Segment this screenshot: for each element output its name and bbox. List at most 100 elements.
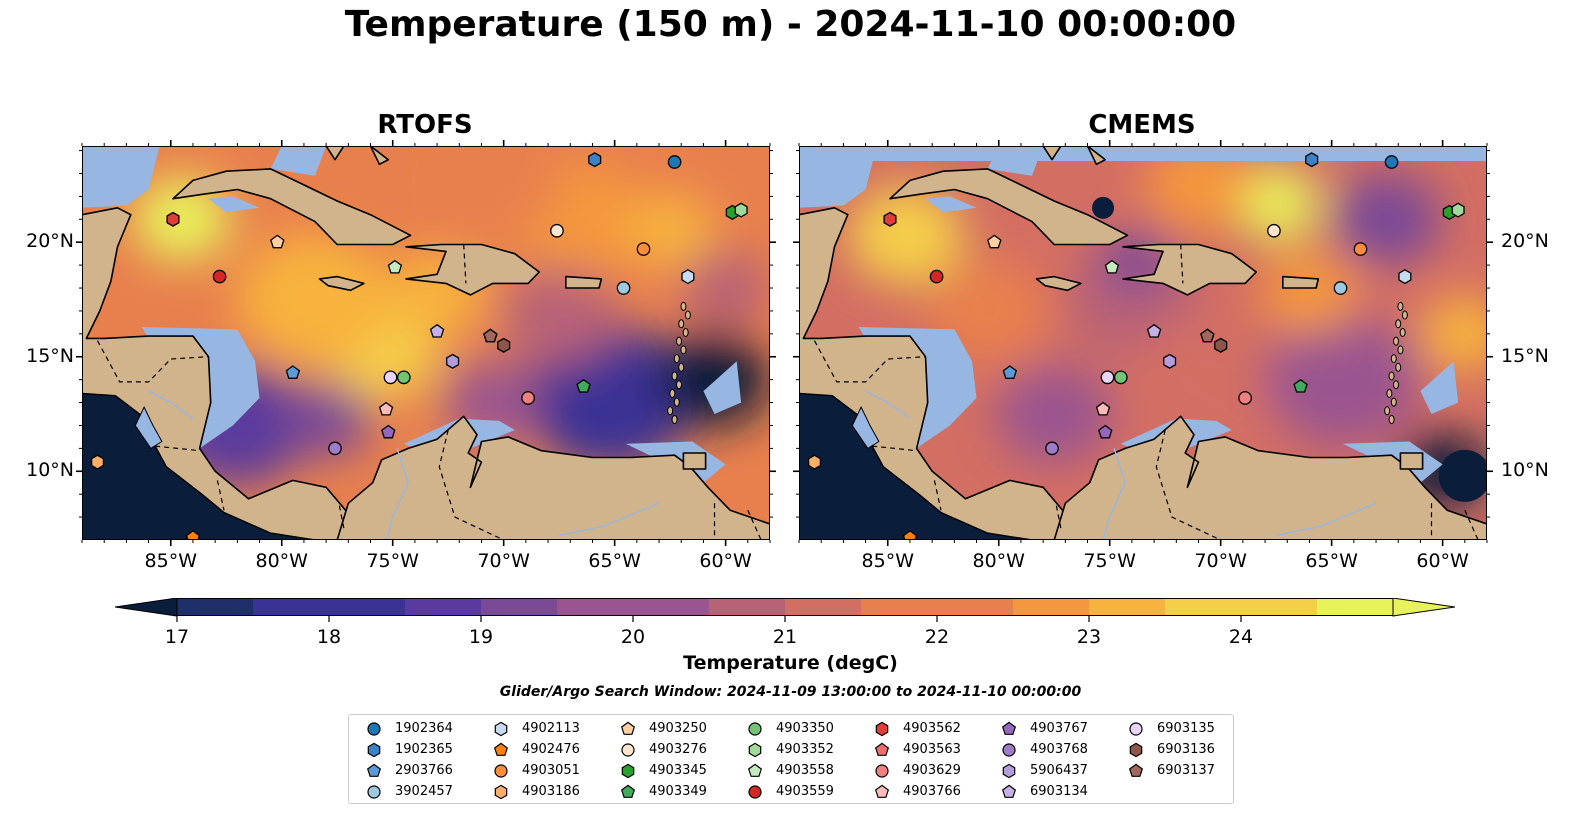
float-marker-4903349 — [1293, 378, 1308, 393]
legend-label: 4903767 — [1030, 721, 1088, 736]
float-marker-6903136 — [1214, 337, 1228, 353]
legend-item: 4903350 — [744, 718, 834, 739]
float-marker-1902365 — [1305, 152, 1319, 168]
float-marker-4903768 — [328, 441, 342, 456]
legend-item: 4903349 — [617, 781, 707, 802]
colorbar-tick-label: 20 — [620, 626, 646, 648]
figure-title: Temperature (150 m) - 2024-11-10 00:00:0… — [344, 4, 1237, 45]
float-marker-4903276 — [1267, 223, 1281, 238]
legend-item: 4903767 — [998, 718, 1088, 739]
legend-item: 3902457 — [363, 781, 453, 802]
legend-label: 4903345 — [649, 763, 707, 778]
float-marker-2903766 — [285, 365, 301, 379]
pentagon-marker-icon — [1001, 784, 1017, 798]
pentagon-marker-icon — [620, 784, 636, 798]
x-tick-label: 70°W — [477, 550, 530, 572]
legend-label: 2903766 — [395, 763, 453, 778]
float-marker-6903134 — [429, 323, 445, 338]
colorbar-tick-label: 17 — [164, 626, 190, 648]
legend-item: 4903051 — [490, 760, 580, 781]
legend-label: 4903250 — [649, 721, 707, 736]
legend-item: 6903134 — [998, 781, 1088, 802]
float-marker-4903629 — [521, 391, 535, 405]
hexagon-marker-icon — [494, 721, 508, 736]
float-marker-1902365 — [588, 152, 602, 168]
colorbar-tick-label: 24 — [1228, 626, 1254, 648]
legend-item: 6903136 — [1125, 739, 1215, 760]
legend-label: 6903136 — [1157, 742, 1215, 757]
legend-item: 4903766 — [871, 781, 961, 802]
float-marker-2903766 — [1002, 365, 1018, 379]
x-tick-label: 80°W — [972, 550, 1025, 572]
x-tick-label: 85°W — [861, 550, 914, 572]
float-marker-4903051 — [636, 242, 651, 256]
rtofs-map — [82, 146, 770, 540]
circle-marker-icon — [1129, 721, 1143, 736]
float-marker-4903350 — [396, 370, 411, 385]
float-legend: 1902364 1902365 2903766 3902457 4902113 49024… — [348, 714, 1234, 804]
float-marker-4903562 — [166, 211, 180, 227]
legend-item: 4903250 — [617, 718, 707, 739]
hexagon-marker-icon — [748, 742, 762, 757]
x-tick-label: 80°W — [255, 550, 308, 572]
legend-label: 4903562 — [903, 721, 961, 736]
pentagon-marker-icon — [874, 742, 890, 756]
legend-item: 4903563 — [871, 739, 961, 760]
float-marker-3902457 — [616, 281, 631, 295]
x-tick-label: 75°W — [1083, 550, 1136, 572]
legend-item: 4903562 — [871, 718, 961, 739]
legend-item: 1902364 — [363, 718, 453, 739]
legend-item: 4903768 — [998, 739, 1088, 760]
x-tick-label: 75°W — [366, 550, 419, 572]
pentagon-marker-icon — [874, 784, 890, 798]
legend-label: 4903766 — [903, 784, 961, 799]
legend-item: 6903137 — [1125, 760, 1215, 781]
legend-label: 1902365 — [395, 742, 453, 757]
legend-label: 4903563 — [903, 742, 961, 757]
legend-item: 4903186 — [490, 781, 580, 802]
circle-marker-icon — [494, 763, 508, 778]
y-tick-label: 15°N — [26, 344, 74, 367]
x-tick-label: 60°W — [1416, 550, 1469, 572]
legend-label: 4903051 — [522, 763, 580, 778]
float-marker-4903186 — [90, 454, 105, 470]
x-tick-label: 85°W — [144, 550, 197, 572]
float-marker-4903768 — [1045, 441, 1059, 456]
legend-label: 4903629 — [903, 763, 961, 778]
colorbar-tick-label: 18 — [316, 626, 342, 648]
legend-label: 4903559 — [776, 784, 834, 799]
legend-item: 4903345 — [617, 760, 707, 781]
legend-label: 6903135 — [1157, 721, 1215, 736]
pentagon-marker-icon — [620, 721, 636, 735]
hexagon-marker-icon — [367, 742, 381, 757]
circle-marker-icon — [367, 721, 381, 736]
float-marker-4903051 — [1353, 242, 1368, 256]
legend-label: 4902113 — [522, 721, 580, 736]
search-window-text: Glider/Argo Search Window: 2024-11-09 13… — [499, 684, 1082, 700]
legend-label: 3902457 — [395, 784, 453, 799]
float-marker-6903136 — [497, 337, 511, 353]
legend-label: 4902476 — [522, 742, 580, 757]
float-marker-4903629 — [1238, 391, 1252, 405]
circle-marker-icon — [1002, 742, 1016, 757]
legend-label: 4903186 — [522, 784, 580, 799]
float-marker-4903276 — [550, 223, 564, 238]
float-marker-4903250 — [987, 234, 1002, 249]
legend-label: 4903352 — [776, 742, 834, 757]
y-tick-label: 10°N — [26, 459, 74, 482]
float-marker-6903137 — [483, 328, 498, 343]
colorbar-tick-label: 21 — [772, 626, 798, 648]
legend-item: 6903135 — [1125, 718, 1215, 739]
legend-item: 4903629 — [871, 760, 961, 781]
float-marker-4902476 — [185, 530, 201, 540]
legend-label: 4903768 — [1030, 742, 1088, 757]
legend-item: 4903558 — [744, 760, 834, 781]
colorbar-tick-label: 19 — [468, 626, 494, 648]
legend-label: 4903349 — [649, 784, 707, 799]
y-tick-label: 15°N — [1501, 344, 1549, 367]
float-marker-6903137 — [1200, 328, 1215, 343]
float-marker-4903767 — [1098, 424, 1113, 439]
float-marker-4903352 — [1451, 202, 1465, 218]
legend-label: 5906437 — [1030, 763, 1088, 778]
legend-item: 4903559 — [744, 781, 834, 802]
